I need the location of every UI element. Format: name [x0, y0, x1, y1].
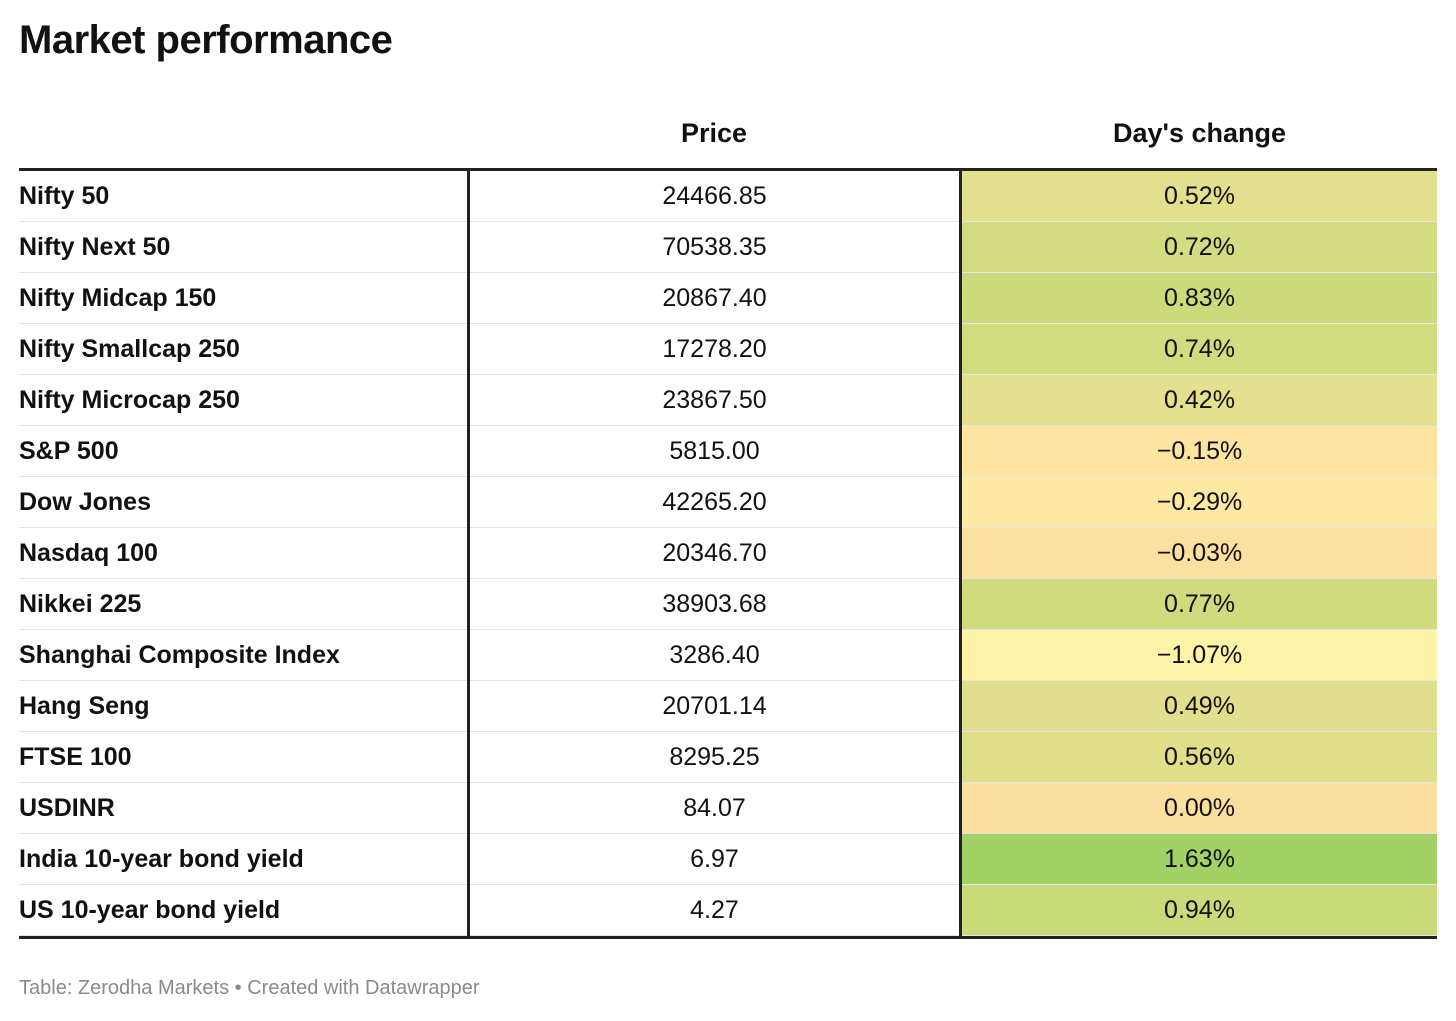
- price-cell: 20346.70: [470, 528, 959, 579]
- change-cell: −1.07%: [962, 630, 1437, 681]
- change-cell: 0.77%: [962, 579, 1437, 630]
- row-name: Shanghai Composite Index: [19, 630, 467, 681]
- footer: Table: Zerodha Markets • Created with Da…: [19, 977, 480, 999]
- change-cell: 1.63%: [962, 834, 1437, 885]
- change-cell: 0.94%: [962, 885, 1437, 936]
- row-name: USDINR: [19, 783, 467, 834]
- row-name: India 10-year bond yield: [19, 834, 467, 885]
- row-name: Hang Seng: [19, 681, 467, 732]
- change-cell: 0.72%: [962, 222, 1437, 273]
- price-cell: 5815.00: [470, 426, 959, 477]
- price-cell: 20867.40: [470, 273, 959, 324]
- price-cell: 84.07: [470, 783, 959, 834]
- row-name: Dow Jones: [19, 477, 467, 528]
- title: Market performance: [19, 18, 393, 62]
- column-header: Day's change: [1113, 118, 1286, 148]
- column-header: Price: [680, 118, 748, 148]
- change-cell: 0.52%: [962, 171, 1437, 222]
- row-name: US 10-year bond yield: [19, 885, 467, 936]
- change-cell: 0.42%: [962, 375, 1437, 426]
- price-cell: 4.27: [470, 885, 959, 936]
- row-name: S&P 500: [19, 426, 467, 477]
- row-name: Nifty Smallcap 250: [19, 324, 467, 375]
- price-cell: 20701.14: [470, 681, 959, 732]
- price-cell: 42265.20: [470, 477, 959, 528]
- change-cell: 0.49%: [962, 681, 1437, 732]
- price-cell: 6.97: [470, 834, 959, 885]
- price-cell: 17278.20: [470, 324, 959, 375]
- row-name: FTSE 100: [19, 732, 467, 783]
- row-name: Nasdaq 100: [19, 528, 467, 579]
- bottom-rule: [19, 936, 1437, 939]
- header-rule: [19, 168, 1437, 171]
- change-cell: 0.74%: [962, 324, 1437, 375]
- row-name: Nifty Midcap 150: [19, 273, 467, 324]
- row-name: Nifty 50: [19, 171, 467, 222]
- price-cell: 38903.68: [470, 579, 959, 630]
- price-cell: 23867.50: [470, 375, 959, 426]
- change-cell: 0.83%: [962, 273, 1437, 324]
- row-name: Nifty Next 50: [19, 222, 467, 273]
- price-cell: 70538.35: [470, 222, 959, 273]
- price-cell: 3286.40: [470, 630, 959, 681]
- change-cell: 0.00%: [962, 783, 1437, 834]
- price-cell: 8295.25: [470, 732, 959, 783]
- change-cell: −0.15%: [962, 426, 1437, 477]
- column-rule: [959, 171, 962, 936]
- column-rule: [467, 171, 470, 936]
- row-name: Nifty Microcap 250: [19, 375, 467, 426]
- change-cell: 0.56%: [962, 732, 1437, 783]
- change-cell: −0.03%: [962, 528, 1437, 579]
- price-cell: 24466.85: [470, 171, 959, 222]
- row-name: Nikkei 225: [19, 579, 467, 630]
- change-cell: −0.29%: [962, 477, 1437, 528]
